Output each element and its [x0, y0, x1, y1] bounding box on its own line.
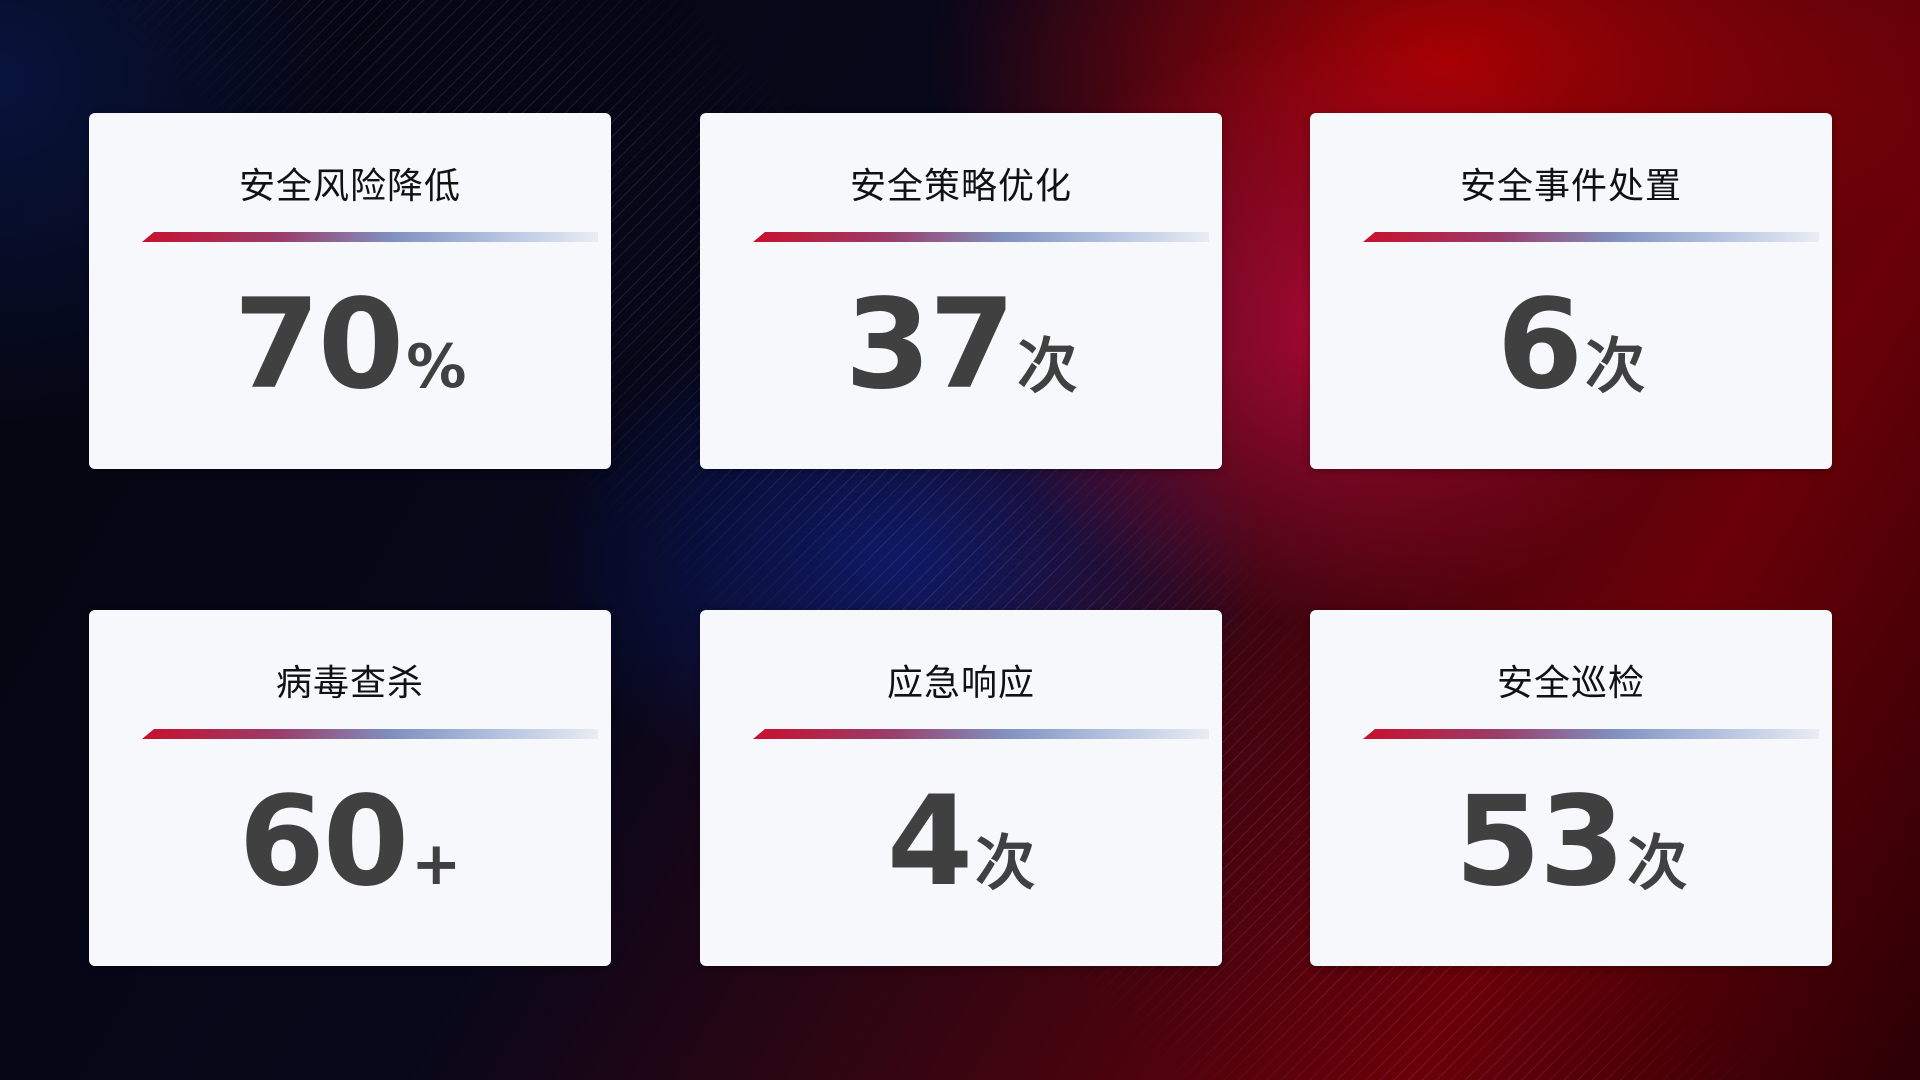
- card-title: 安全策略优化: [849, 166, 1072, 207]
- card-title: 安全事件处置: [1459, 166, 1682, 207]
- gradient-divider: [753, 232, 1209, 242]
- card-title: 安全巡检: [1496, 663, 1645, 704]
- card-title: 应急响应: [886, 663, 1035, 704]
- value-number: 53: [1454, 770, 1626, 914]
- stat-card-policy-optimization: 安全策略优化 37次: [700, 113, 1222, 469]
- value-number: 37: [844, 273, 1016, 417]
- stat-card-emergency-response: 应急响应 4次: [700, 610, 1222, 966]
- value-unit: 次: [975, 829, 1036, 899]
- gradient-divider: [753, 729, 1209, 739]
- value-unit: 次: [1627, 829, 1688, 899]
- stat-card-incident-handling: 安全事件处置 6次: [1310, 113, 1832, 469]
- card-value: 70%: [89, 273, 611, 417]
- value-unit: 次: [1585, 332, 1646, 402]
- value-number: 4: [886, 770, 973, 914]
- stat-card-security-inspection: 安全巡检 53次: [1310, 610, 1832, 966]
- value-number: 60: [238, 770, 410, 914]
- card-value: 53次: [1310, 770, 1832, 914]
- gradient-divider: [1363, 232, 1819, 242]
- stat-card-virus-removal: 病毒查杀 60+: [89, 610, 611, 966]
- card-value: 37次: [700, 273, 1222, 417]
- gradient-divider: [1363, 729, 1819, 739]
- gradient-divider: [142, 729, 598, 739]
- card-value: 60+: [89, 770, 611, 914]
- card-title: 病毒查杀: [275, 663, 424, 704]
- card-value: 6次: [1310, 273, 1832, 417]
- card-value: 4次: [700, 770, 1222, 914]
- value-unit: +: [411, 829, 462, 899]
- value-number: 6: [1496, 273, 1583, 417]
- value-unit: 次: [1017, 332, 1078, 402]
- card-title: 安全风险降低: [238, 166, 461, 207]
- value-unit: %: [406, 332, 467, 402]
- stat-card-risk-reduction: 安全风险降低 70%: [89, 113, 611, 469]
- gradient-divider: [142, 232, 598, 242]
- value-number: 70: [233, 273, 405, 417]
